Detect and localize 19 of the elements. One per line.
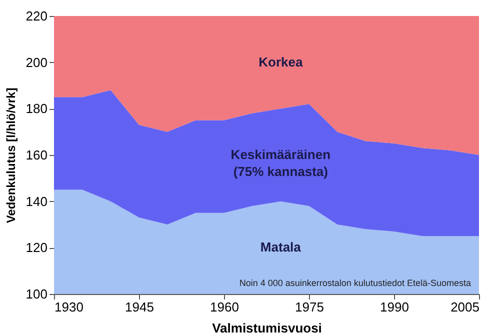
y-axis-title: Vedenkulutus [l/hlö/vrk] — [4, 88, 18, 224]
x-tick-label: 1930 — [54, 300, 84, 314]
annotation: Noin 4 000 asuinkerrostalon kulutustiedot Etelä-Suomesta — [239, 278, 471, 288]
y-tick-label: 120 — [26, 240, 48, 256]
y-tick-label: 200 — [26, 54, 48, 70]
x-tick-label: 1945 — [125, 300, 154, 314]
series-label: Matala — [260, 240, 302, 255]
series-label: Korkea — [258, 54, 304, 70]
x-tick-label: 1960 — [210, 300, 239, 314]
y-tick-label: 180 — [26, 101, 48, 116]
x-axis-title: Valmistumisvuosi — [212, 320, 322, 336]
x-tick-label: 1975 — [295, 300, 324, 314]
y-tick-label: 160 — [26, 148, 48, 162]
x-tick-label: 2005 — [450, 300, 480, 314]
y-tick-label: 100 — [26, 286, 48, 302]
y-tick-label: 220 — [26, 8, 48, 24]
x-tick-label: 1990 — [380, 300, 409, 314]
series-label: Keskimääräinen (75% kannasta) — [230, 147, 331, 179]
y-tick-label: 140 — [26, 194, 48, 209]
